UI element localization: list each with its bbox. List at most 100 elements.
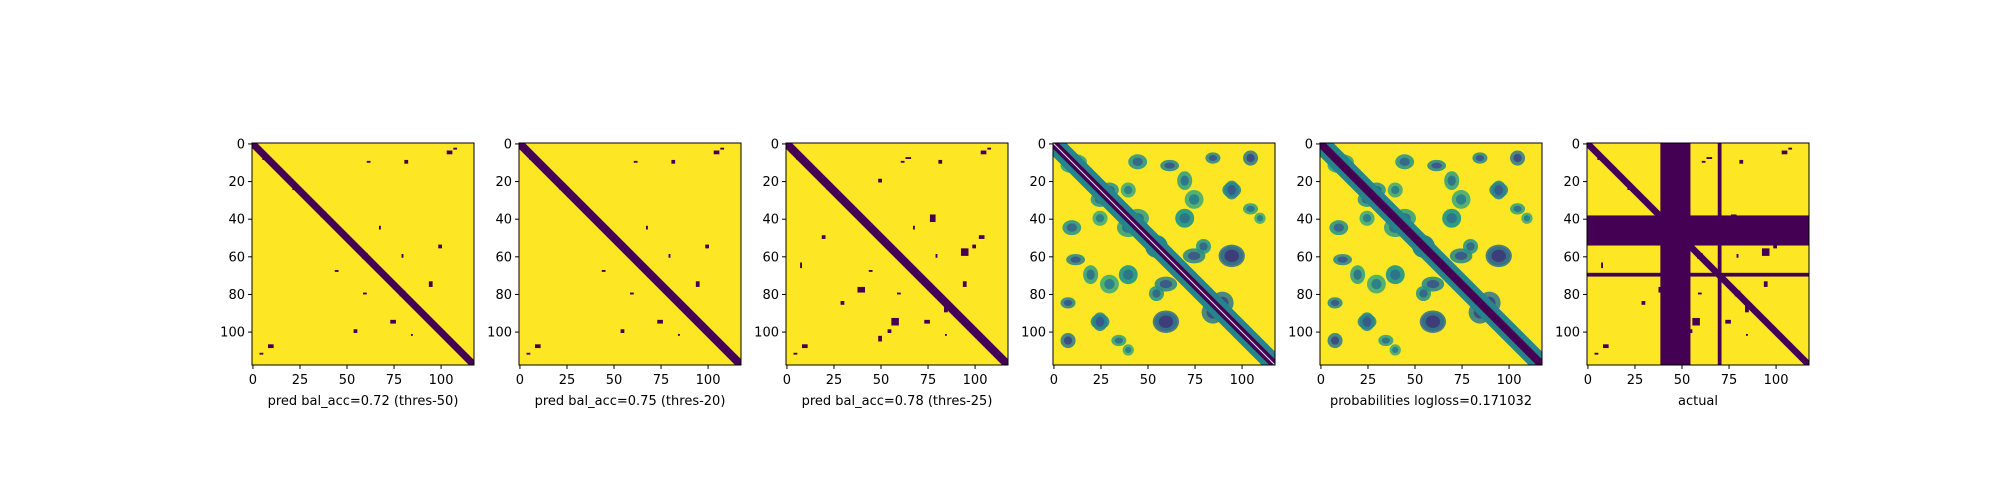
y-tick-label: 100: [754, 326, 779, 341]
contact-blob: [1692, 317, 1700, 326]
probability-blob-core: [1523, 215, 1531, 222]
probability-blob-core: [1132, 157, 1143, 166]
x-tick-label: 100: [1230, 373, 1255, 388]
contact-blob: [868, 269, 873, 272]
contact-blob: [962, 281, 967, 287]
contact-blob: [292, 186, 299, 191]
y-tick-label: 60: [1296, 250, 1313, 265]
y-tick-label: 60: [762, 250, 779, 265]
x-tick-label: 100: [1497, 373, 1522, 388]
contact-blob: [840, 301, 845, 305]
contact-blob: [401, 254, 404, 258]
contact-blob: [1602, 344, 1609, 349]
contact-blob: [262, 156, 268, 160]
heatmap-cells: [1320, 143, 1542, 365]
y-tick-label: 60: [1563, 250, 1580, 265]
contact-blob: [891, 317, 899, 326]
contact-blob: [1627, 186, 1634, 191]
contact-blob: [800, 262, 802, 269]
contact-blob: [1701, 160, 1706, 163]
axes-frame: [518, 142, 742, 366]
contact-blob: [657, 319, 663, 324]
contact-blob: [878, 335, 882, 342]
axes-frame: [1319, 142, 1543, 366]
contact-blob: [359, 251, 363, 254]
x-tick-label: 75: [1721, 373, 1738, 388]
probability-blob-core: [1104, 278, 1115, 290]
contact-blob: [960, 248, 969, 256]
contact-blob: [1736, 254, 1739, 258]
x-tick-label: 100: [429, 373, 454, 388]
contact-blob: [404, 159, 409, 164]
heatmap-panel-5: 0 25 50 75 100 0 20 40 60 80 100 probabilities logl…: [1288, 137, 1543, 409]
contact-blob: [914, 272, 921, 277]
x-tick-label: 50: [606, 373, 623, 388]
contact-blob: [933, 290, 940, 297]
contact-blob: [854, 211, 861, 218]
contact-blob: [671, 159, 676, 164]
x-tick-label: 25: [1360, 373, 1377, 388]
contact-blob: [446, 150, 453, 155]
contact-blob: [1761, 248, 1770, 256]
probability-blob-core: [1086, 269, 1095, 280]
contact-blob: [796, 156, 802, 160]
contact-blob: [896, 253, 902, 259]
x-tick-label: 25: [559, 373, 576, 388]
y-tick-label: 80: [1029, 288, 1046, 303]
x-tick-label: 75: [920, 373, 937, 388]
y-tick-label: 60: [1029, 250, 1046, 265]
probability-blob-core: [1224, 249, 1239, 263]
probability-blob-core: [1063, 299, 1073, 307]
heatmap-panel-3: 0 25 50 75 100 0 20 40 60 80 100 pred bal_acc=0.78 …: [754, 137, 1009, 409]
probability-blob-core: [1114, 337, 1123, 344]
contact-blob: [353, 329, 358, 334]
contact-blob: [399, 290, 406, 297]
contact-blob: [626, 251, 630, 254]
contact-blob: [705, 244, 710, 249]
y-tick-label: 20: [495, 175, 512, 190]
contact-blob: [793, 352, 798, 355]
x-tick-label: 0: [249, 373, 257, 388]
heatmap-panel-6: 0 25 50 75 100 0 20 40 60 80 100 actual: [1555, 137, 1810, 409]
x-tick-label: 75: [653, 373, 670, 388]
probability-blob-core: [1159, 279, 1173, 289]
contact-blob: [529, 156, 535, 160]
x-tick-label: 75: [386, 373, 403, 388]
contact-blob: [821, 235, 826, 239]
probability-blob-core: [1246, 153, 1255, 163]
y-tick-label: 20: [1296, 175, 1313, 190]
contact-blob: [526, 352, 531, 355]
probability-blob-core: [1362, 214, 1372, 223]
contact-blob: [534, 344, 541, 349]
contact-blob: [972, 244, 977, 249]
contact-blob: [1697, 253, 1703, 259]
contact-blob: [410, 333, 413, 336]
probability-blob-core: [1246, 205, 1255, 212]
contact-blob: [826, 186, 833, 191]
contact-blob: [1745, 333, 1748, 336]
heatmap-cells: [252, 143, 474, 365]
contact-blob: [801, 344, 808, 349]
contact-blob: [912, 225, 915, 230]
probability-blob-core: [1466, 242, 1475, 251]
contact-blob: [905, 157, 912, 159]
probability-blob-core: [1095, 214, 1105, 223]
contact-blob: [1745, 304, 1749, 313]
probability-blob-core: [1164, 162, 1175, 169]
probability-blob-core: [1066, 223, 1077, 232]
contact-blob: [924, 319, 930, 324]
x-tick-label: 25: [292, 373, 309, 388]
contact-blob: [601, 269, 606, 272]
x-axis-label: pred bal_acc=0.75 (thres-20): [535, 394, 726, 409]
contact-blob: [857, 286, 866, 293]
y-tick-label: 40: [495, 213, 512, 228]
contact-blob: [720, 147, 725, 150]
probability-blob-core: [1095, 316, 1105, 327]
heatmap-cells: [519, 143, 741, 365]
contact-blob: [645, 225, 648, 230]
y-tick-label: 20: [762, 175, 779, 190]
y-tick-label: 20: [1563, 175, 1580, 190]
x-tick-label: 50: [873, 373, 890, 388]
axes-frame: [785, 142, 1009, 366]
probability-blob-core: [1491, 249, 1506, 263]
